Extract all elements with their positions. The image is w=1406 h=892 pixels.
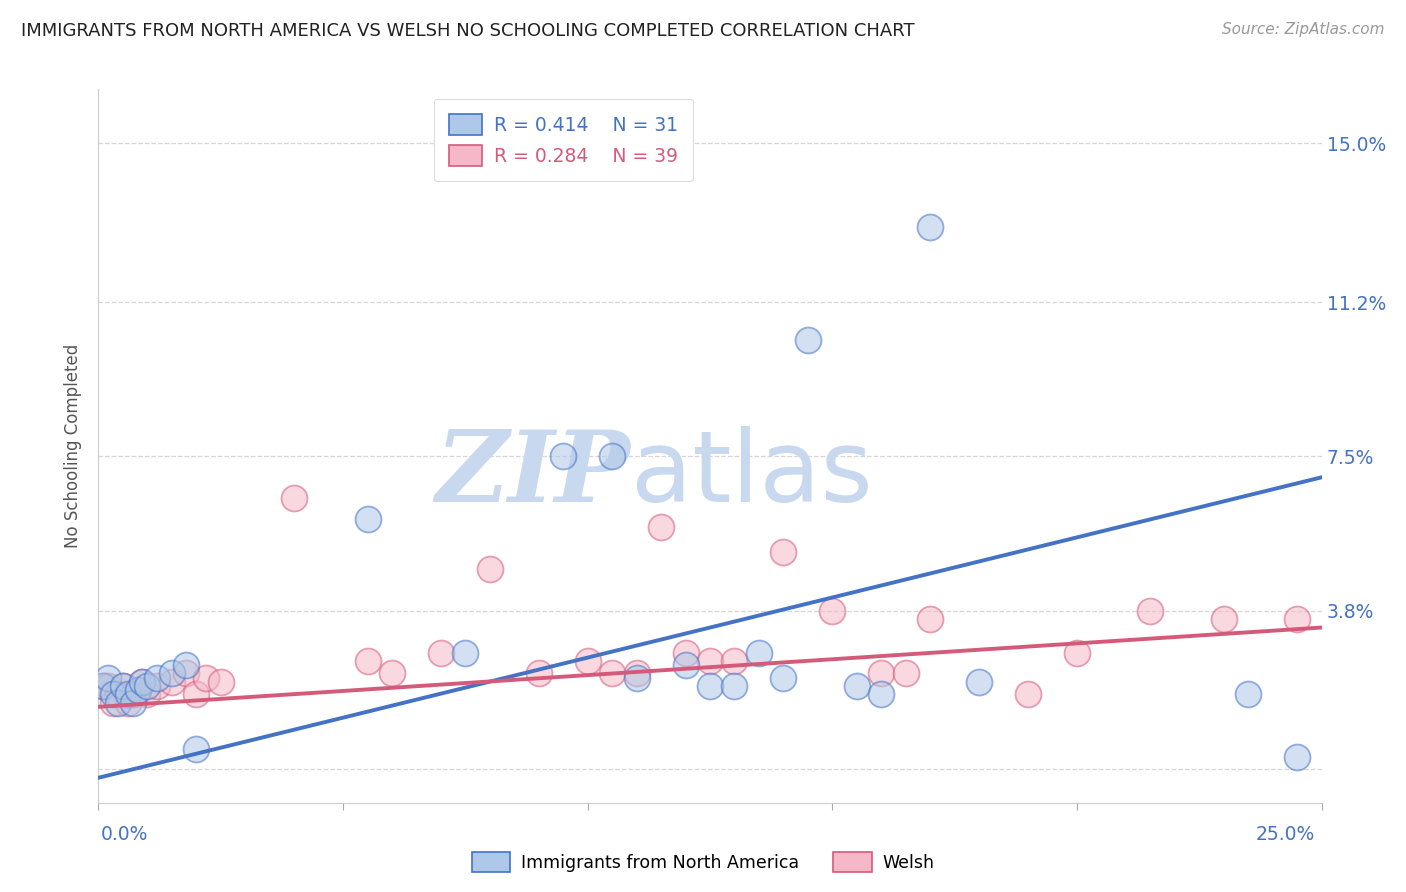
Point	[1212, 612, 1234, 626]
Point	[699, 679, 721, 693]
Point	[1286, 612, 1309, 626]
Point	[527, 666, 550, 681]
Point	[920, 612, 942, 626]
Point	[121, 687, 143, 701]
Point	[675, 646, 697, 660]
Text: ZIP: ZIP	[436, 426, 630, 523]
Point	[101, 696, 124, 710]
Point	[121, 696, 143, 710]
Point	[1066, 646, 1088, 660]
Point	[176, 666, 198, 681]
Point	[97, 671, 120, 685]
Point	[675, 658, 697, 673]
Point	[111, 679, 134, 693]
Point	[772, 671, 794, 685]
Point	[845, 679, 868, 693]
Point	[195, 671, 218, 685]
Legend: R = 0.414    N = 31, R = 0.284    N = 39: R = 0.414 N = 31, R = 0.284 N = 39	[433, 99, 693, 181]
Point	[870, 687, 893, 701]
Point	[186, 741, 208, 756]
Point	[101, 687, 124, 701]
Point	[131, 674, 153, 689]
Point	[821, 604, 844, 618]
Point	[146, 679, 169, 693]
Text: IMMIGRANTS FROM NORTH AMERICA VS WELSH NO SCHOOLING COMPLETED CORRELATION CHART: IMMIGRANTS FROM NORTH AMERICA VS WELSH N…	[21, 22, 915, 40]
Point	[127, 683, 149, 698]
Point	[356, 512, 378, 526]
Point	[146, 671, 169, 685]
Point	[600, 450, 623, 464]
Y-axis label: No Schooling Completed: No Schooling Completed	[65, 344, 83, 548]
Point	[870, 666, 893, 681]
Point	[723, 679, 745, 693]
Point	[772, 545, 794, 559]
Point	[136, 687, 159, 701]
Point	[136, 679, 159, 693]
Point	[117, 687, 139, 701]
Text: 25.0%: 25.0%	[1256, 825, 1315, 844]
Point	[626, 671, 648, 685]
Point	[107, 696, 129, 710]
Point	[127, 683, 149, 698]
Point	[1017, 687, 1039, 701]
Point	[699, 654, 721, 668]
Point	[650, 520, 672, 534]
Point	[176, 658, 198, 673]
Text: atlas: atlas	[630, 426, 872, 523]
Point	[91, 679, 114, 693]
Point	[111, 679, 134, 693]
Point	[356, 654, 378, 668]
Point	[131, 674, 153, 689]
Point	[97, 679, 120, 693]
Point	[967, 674, 990, 689]
Point	[626, 666, 648, 681]
Point	[1286, 750, 1309, 764]
Point	[576, 654, 599, 668]
Point	[186, 687, 208, 701]
Point	[600, 666, 623, 681]
Point	[478, 562, 501, 576]
Point	[209, 674, 232, 689]
Point	[920, 219, 942, 234]
Point	[748, 646, 770, 660]
Point	[381, 666, 404, 681]
Point	[160, 674, 183, 689]
Text: 0.0%: 0.0%	[101, 825, 149, 844]
Point	[107, 687, 129, 701]
Point	[91, 679, 114, 693]
Point	[117, 696, 139, 710]
Point	[454, 646, 477, 660]
Point	[894, 666, 917, 681]
Text: Source: ZipAtlas.com: Source: ZipAtlas.com	[1222, 22, 1385, 37]
Point	[797, 333, 820, 347]
Point	[1139, 604, 1161, 618]
Point	[723, 654, 745, 668]
Point	[1237, 687, 1260, 701]
Legend: Immigrants from North America, Welsh: Immigrants from North America, Welsh	[465, 845, 941, 879]
Point	[430, 646, 453, 660]
Point	[160, 666, 183, 681]
Point	[283, 491, 305, 505]
Point	[553, 450, 575, 464]
